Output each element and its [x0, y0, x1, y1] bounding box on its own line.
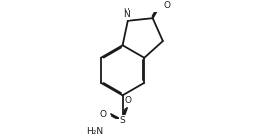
- Text: H₂N: H₂N: [86, 127, 103, 136]
- Text: S: S: [120, 116, 125, 125]
- Text: O: O: [125, 96, 131, 105]
- Text: O: O: [100, 110, 107, 119]
- Text: N: N: [123, 10, 129, 19]
- Text: O: O: [164, 1, 171, 10]
- Text: H: H: [123, 8, 129, 17]
